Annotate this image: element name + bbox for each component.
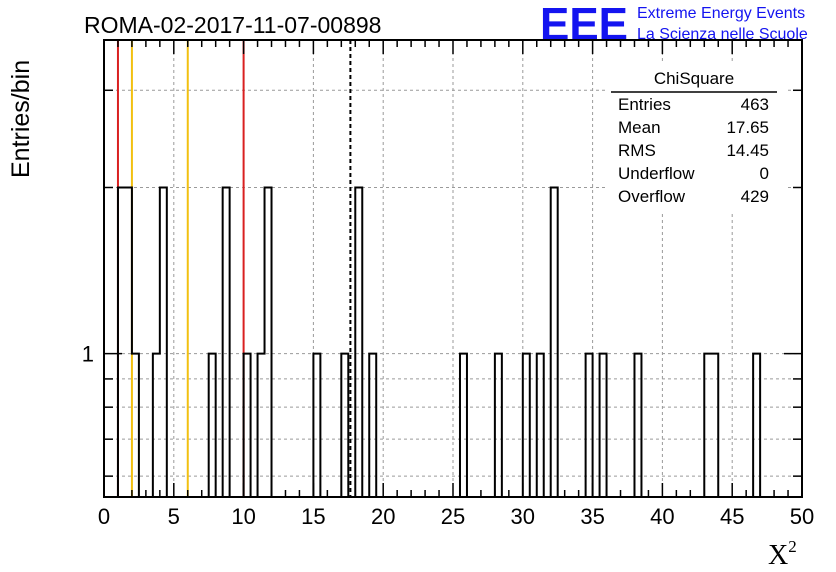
histogram-bar [523,354,530,497]
x-axis-label-superscript: 2 [788,537,797,556]
x-tick-label: 40 [650,504,674,529]
histogram-bar [118,187,125,497]
x-tick-label: 15 [301,504,325,529]
histogram-bar [537,354,544,497]
stats-box: ChiSquare Entries 463 Mean 17.65 RMS 14.… [608,62,785,214]
chart-title: ROMA-02-2017-11-07-00898 [84,12,381,38]
histogram-bar [209,354,216,497]
histogram-bar [704,354,711,497]
histogram-bar [711,354,718,497]
stats-label-rms: RMS [618,141,656,160]
stats-box-background [608,62,785,214]
eee-logo-letters: EEE [540,0,628,50]
histogram-bar [132,354,139,497]
histogram-bar [153,354,160,497]
stats-value-entries: 463 [741,95,769,114]
x-tick-label: 30 [511,504,535,529]
histogram-bar [341,354,348,497]
axes: 0 5 10 15 20 25 30 35 40 45 50 1 [82,39,814,529]
x-tick-label: 5 [168,504,180,529]
histogram [116,186,762,497]
x-tick-label: 50 [790,504,814,529]
x-tick-label: 45 [720,504,744,529]
x-axis-label-base: X [768,540,788,571]
stats-label-entries: Entries [618,95,671,114]
x-axis-label: X2 [768,537,797,571]
histogram-bar [634,354,641,497]
stats-label-overflow: Overflow [618,187,686,206]
stats-label-underflow: Underflow [618,164,695,183]
histogram-bar [313,354,320,497]
histogram-bar [586,354,593,497]
x-tick-label: 10 [231,504,255,529]
histogram-bar [160,187,167,497]
y-tick-label: 1 [82,342,94,367]
stats-value-rms: 14.45 [726,141,769,160]
y-axis-label: Entries/bin [7,60,35,178]
stats-value-mean: 17.65 [726,118,769,137]
histogram-bar [495,354,502,497]
eee-logo: EEE Extreme Energy Events La Scienza nel… [540,0,808,50]
histogram-bar [223,187,230,497]
eee-logo-line1: Extreme Energy Events [637,5,805,22]
stats-value-underflow: 0 [760,164,769,183]
histogram-bar [369,354,376,497]
stats-label-mean: Mean [618,118,661,137]
histogram-bar [600,354,607,497]
x-tick-label: 35 [580,504,604,529]
histogram-bar [265,187,272,497]
stats-title: ChiSquare [654,69,734,88]
x-tick-label: 20 [371,504,395,529]
histogram-bar [460,354,467,497]
eee-logo-line2: La Scienza nelle Scuole [637,26,808,43]
x-tick-label: 25 [441,504,465,529]
histogram-bar [258,354,265,497]
histogram-bar [244,354,251,497]
histogram-bar [551,187,558,497]
stats-value-overflow: 429 [741,187,769,206]
histogram-bar [125,187,132,497]
histogram-bar [753,354,760,497]
x-tick-label: 0 [98,504,110,529]
histogram-outline [116,186,762,497]
histogram-bar [355,187,362,497]
